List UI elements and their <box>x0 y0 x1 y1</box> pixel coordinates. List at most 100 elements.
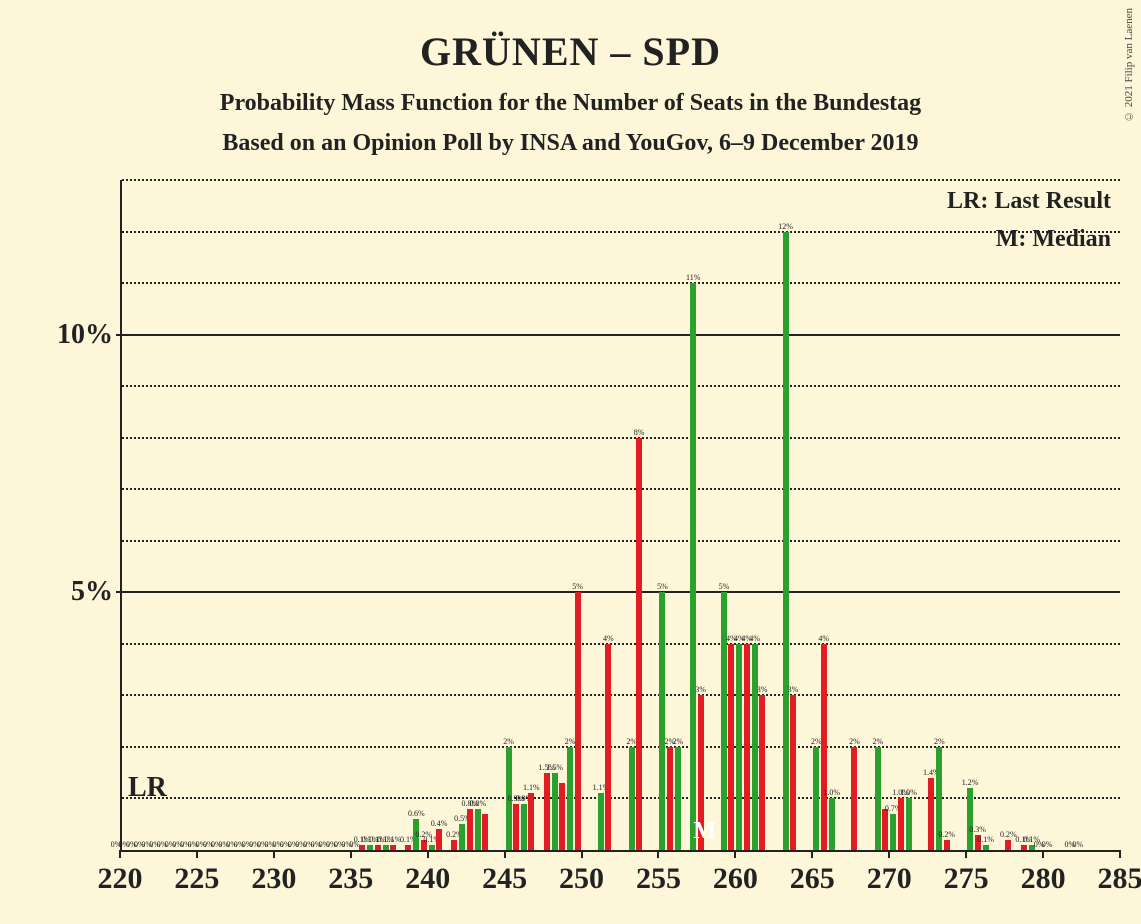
bar-green <box>752 644 758 850</box>
bar-green <box>829 798 835 850</box>
bar-red <box>759 695 765 850</box>
gridline-major <box>122 334 1120 336</box>
bar-green <box>383 845 389 850</box>
x-axis-line <box>120 850 1120 852</box>
bar-green <box>690 283 696 850</box>
bar-red <box>928 778 934 850</box>
x-axis-label: 240 <box>405 862 450 896</box>
gridline-minor <box>122 540 1120 542</box>
x-tick <box>581 850 583 858</box>
x-axis-label: 245 <box>482 862 527 896</box>
bar-green <box>598 793 604 850</box>
x-tick <box>427 850 429 858</box>
chart-subtitle-2: Based on an Opinion Poll by INSA and You… <box>0 130 1141 157</box>
bar-value-label: 0.6% <box>408 809 425 818</box>
bar-value-label: 3% <box>757 685 768 694</box>
bar-value-label: 2% <box>673 737 684 746</box>
bar-value-label: 1.5% <box>546 763 563 772</box>
x-axis-label: 270 <box>867 862 912 896</box>
y-axis-line <box>120 180 122 850</box>
bar-red <box>559 783 565 850</box>
bar-value-label: 0.2% <box>1000 830 1017 839</box>
bar-green <box>429 845 435 850</box>
bar-red <box>528 793 534 850</box>
bar-red <box>667 747 673 850</box>
gridline-minor <box>122 385 1120 387</box>
bar-value-label: 4% <box>818 634 829 643</box>
x-axis-label: 250 <box>559 862 604 896</box>
bar-value-label: 2% <box>873 737 884 746</box>
bar-red <box>821 644 827 850</box>
bar-value-label: 0.1% <box>385 835 402 844</box>
bar-green <box>813 747 819 850</box>
x-tick <box>734 850 736 858</box>
y-axis-label: 10% <box>57 319 113 351</box>
bar-value-label: 5% <box>572 582 583 591</box>
bar-value-label: 0.1% <box>977 835 994 844</box>
bar-red <box>575 592 581 850</box>
x-axis-label: 260 <box>713 862 758 896</box>
bar-red <box>728 644 734 850</box>
bar-value-label: 8% <box>634 428 645 437</box>
bar-green <box>675 747 681 850</box>
bar-value-label: 0.8% <box>470 799 487 808</box>
x-axis-label: 225 <box>174 862 219 896</box>
bar-red <box>790 695 796 850</box>
gridline-minor <box>122 282 1120 284</box>
legend-last-result: LR: Last Result <box>947 188 1111 215</box>
bar-value-label: 1.0% <box>900 788 917 797</box>
gridline-minor <box>122 231 1120 233</box>
x-tick <box>657 850 659 858</box>
gridline-minor <box>122 488 1120 490</box>
bar-red <box>436 829 442 850</box>
bar-red <box>513 804 519 850</box>
bar-green <box>875 747 881 850</box>
x-axis-label: 230 <box>251 862 296 896</box>
bar-red <box>467 809 473 850</box>
bar-red <box>482 814 488 850</box>
bar-green <box>567 747 573 850</box>
bar-red <box>405 845 411 850</box>
x-tick <box>1119 850 1121 858</box>
x-tick <box>196 850 198 858</box>
gridline-minor <box>122 694 1120 696</box>
bar-red <box>375 845 381 850</box>
bar-red <box>605 644 611 850</box>
bar-red <box>451 840 457 850</box>
bar-green <box>890 814 896 850</box>
bar-red <box>544 773 550 850</box>
chart-container: GRÜNEN – SPD Probability Mass Function f… <box>0 0 1141 924</box>
y-axis-label: 5% <box>71 576 113 608</box>
bar-red <box>744 644 750 850</box>
bar-red <box>1021 845 1027 850</box>
bar-value-label: 0% <box>1042 840 1053 849</box>
bar-red <box>882 809 888 850</box>
bar-value-label: 2% <box>503 737 514 746</box>
bar-value-label: 5% <box>657 582 668 591</box>
median-marker-label: M <box>693 818 716 845</box>
bar-value-label: 12% <box>778 222 793 231</box>
bar-value-label: 0% <box>1073 840 1084 849</box>
bar-green <box>629 747 635 850</box>
bar-red <box>390 845 396 850</box>
y-tick <box>116 591 124 593</box>
bar-red <box>944 840 950 850</box>
bar-value-label: 0.4% <box>431 819 448 828</box>
bar-green <box>475 809 481 850</box>
bar-green <box>983 845 989 850</box>
gridline-minor <box>122 437 1120 439</box>
gridline-minor <box>122 179 1120 181</box>
bar-green <box>659 592 665 850</box>
chart-title: GRÜNEN – SPD <box>0 28 1141 75</box>
chart-subtitle-1: Probability Mass Function for the Number… <box>0 90 1141 117</box>
bar-green <box>736 644 742 850</box>
bar-value-label: 0.2% <box>938 830 955 839</box>
x-axis-label: 275 <box>944 862 989 896</box>
x-tick <box>504 850 506 858</box>
x-axis-label: 285 <box>1098 862 1141 896</box>
bar-red <box>851 747 857 850</box>
bar-value-label: 3% <box>695 685 706 694</box>
x-tick <box>1042 850 1044 858</box>
x-tick <box>965 850 967 858</box>
gridline-minor <box>122 643 1120 645</box>
